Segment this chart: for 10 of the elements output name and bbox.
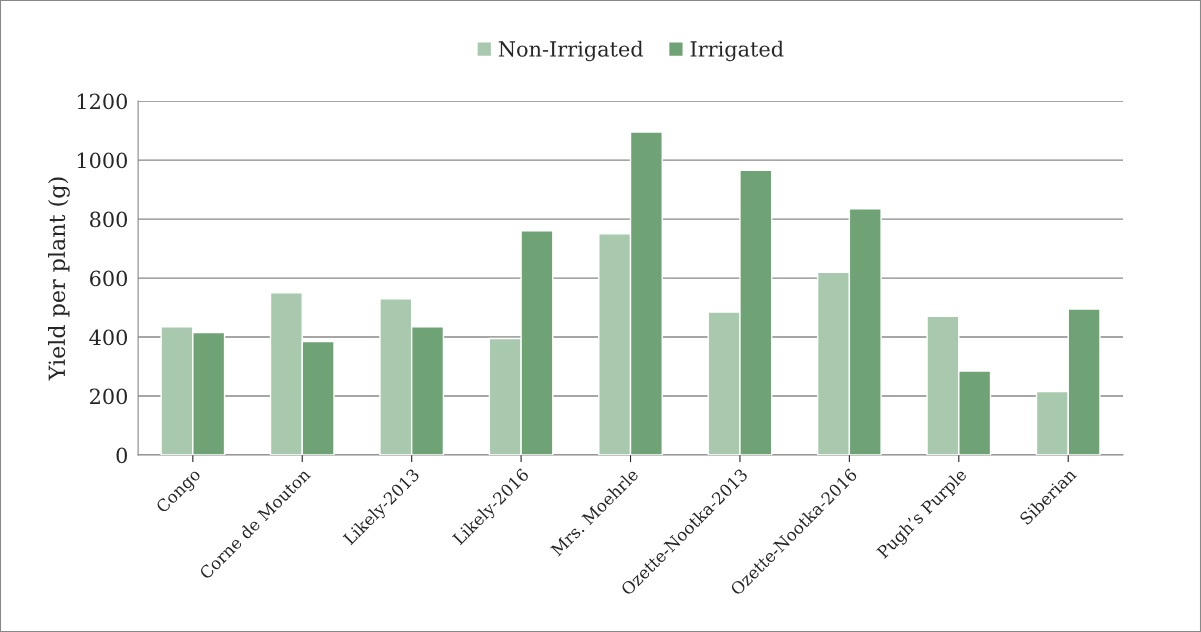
y-tick-label: 600 — [90, 270, 128, 287]
legend-label: Non-Irrigated — [498, 40, 644, 62]
y-tick-label: 800 — [90, 211, 128, 228]
y-tick-label: 1200 — [77, 93, 128, 110]
legend-label: Irrigated — [690, 40, 784, 62]
y-tick-label: 200 — [90, 388, 128, 405]
y-axis-title: Yield per plant (g) — [47, 177, 70, 381]
y-tick-label: 0 — [116, 447, 128, 464]
y-tick-label: 400 — [89, 329, 128, 346]
y-tick-label: 1000 — [77, 152, 128, 169]
